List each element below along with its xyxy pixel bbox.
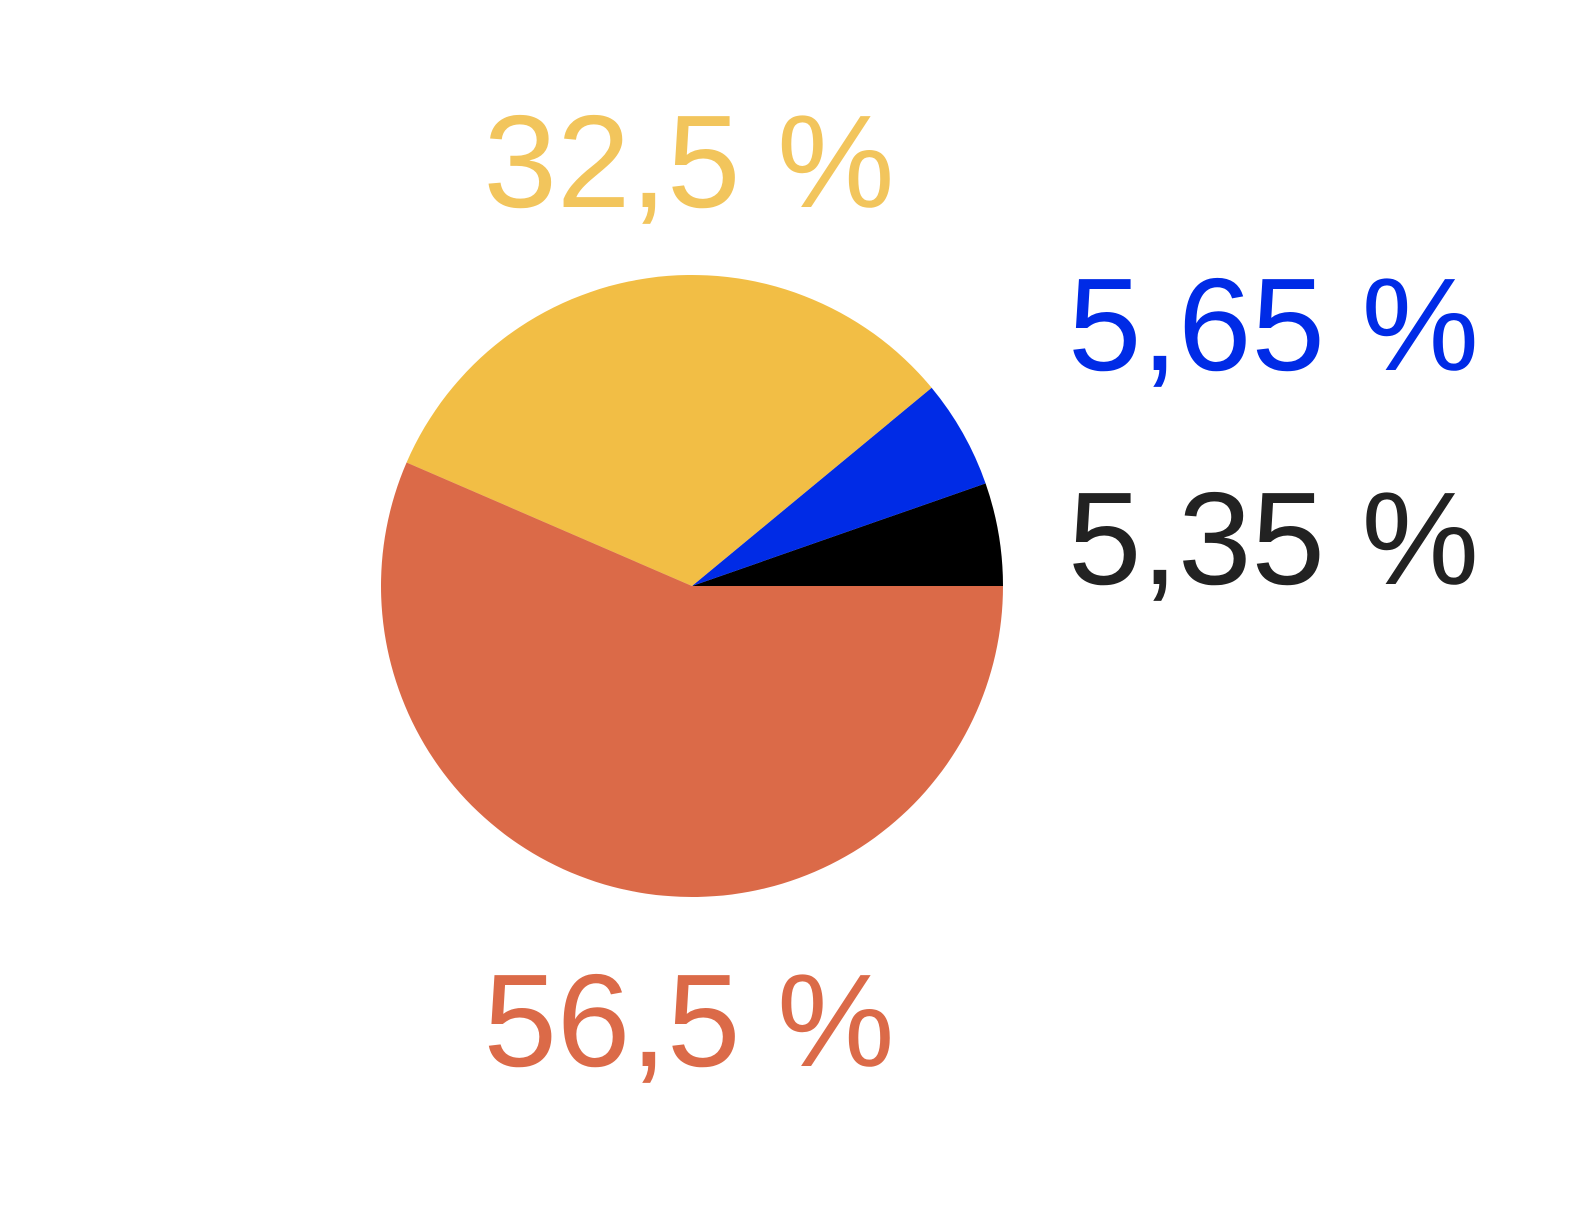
slice-label-3: 32,5 % [484, 88, 895, 235]
pie-slice-4 [381, 462, 1003, 898]
slice-label-4: 56,5 % [484, 947, 895, 1094]
slice-label-1: 5,35 % [1068, 465, 1479, 612]
pie-slice-2 [692, 387, 986, 586]
pie-slice-3 [406, 275, 932, 586]
slice-labels: 5,35 % 5,65 % 32,5 % 56,5 % [484, 88, 1479, 1094]
slice-label-2: 5,65 % [1068, 251, 1479, 398]
pie-slice-1 [692, 483, 1003, 586]
pie-slices [381, 275, 1003, 898]
